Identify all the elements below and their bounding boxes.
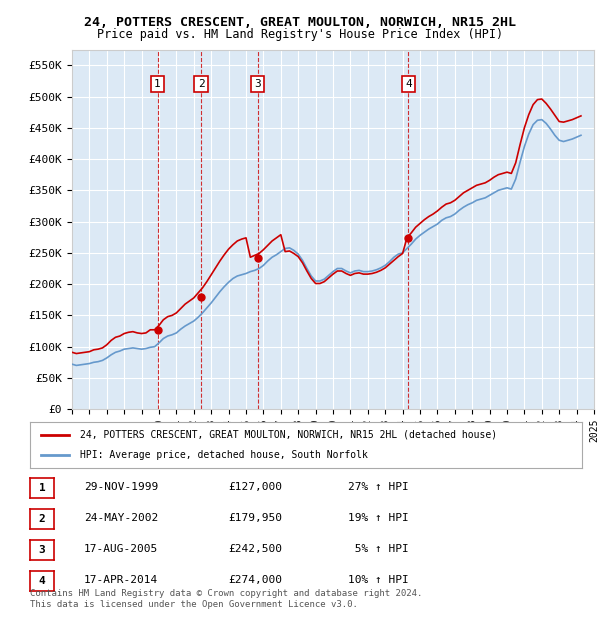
Text: 1: 1 — [154, 79, 161, 89]
Text: 5% ↑ HPI: 5% ↑ HPI — [348, 544, 409, 554]
Text: £242,500: £242,500 — [228, 544, 282, 554]
Text: HPI: Average price, detached house, South Norfolk: HPI: Average price, detached house, Sout… — [80, 450, 368, 460]
Text: £127,000: £127,000 — [228, 482, 282, 492]
Text: Price paid vs. HM Land Registry's House Price Index (HPI): Price paid vs. HM Land Registry's House … — [97, 28, 503, 41]
Text: 10% ↑ HPI: 10% ↑ HPI — [348, 575, 409, 585]
Text: 24-MAY-2002: 24-MAY-2002 — [84, 513, 158, 523]
Text: 2: 2 — [197, 79, 205, 89]
Text: 3: 3 — [38, 545, 46, 555]
Text: 27% ↑ HPI: 27% ↑ HPI — [348, 482, 409, 492]
Text: 2: 2 — [38, 514, 46, 524]
Text: 19% ↑ HPI: 19% ↑ HPI — [348, 513, 409, 523]
Text: £179,950: £179,950 — [228, 513, 282, 523]
Text: 24, POTTERS CRESCENT, GREAT MOULTON, NORWICH, NR15 2HL: 24, POTTERS CRESCENT, GREAT MOULTON, NOR… — [84, 16, 516, 29]
Text: 4: 4 — [405, 79, 412, 89]
Text: 1: 1 — [38, 483, 46, 493]
Text: 29-NOV-1999: 29-NOV-1999 — [84, 482, 158, 492]
Text: £274,000: £274,000 — [228, 575, 282, 585]
Text: 24, POTTERS CRESCENT, GREAT MOULTON, NORWICH, NR15 2HL (detached house): 24, POTTERS CRESCENT, GREAT MOULTON, NOR… — [80, 430, 497, 440]
Text: 17-APR-2014: 17-APR-2014 — [84, 575, 158, 585]
Text: 3: 3 — [254, 79, 261, 89]
Text: 17-AUG-2005: 17-AUG-2005 — [84, 544, 158, 554]
Text: Contains HM Land Registry data © Crown copyright and database right 2024.
This d: Contains HM Land Registry data © Crown c… — [30, 590, 422, 609]
Text: 4: 4 — [38, 576, 46, 586]
